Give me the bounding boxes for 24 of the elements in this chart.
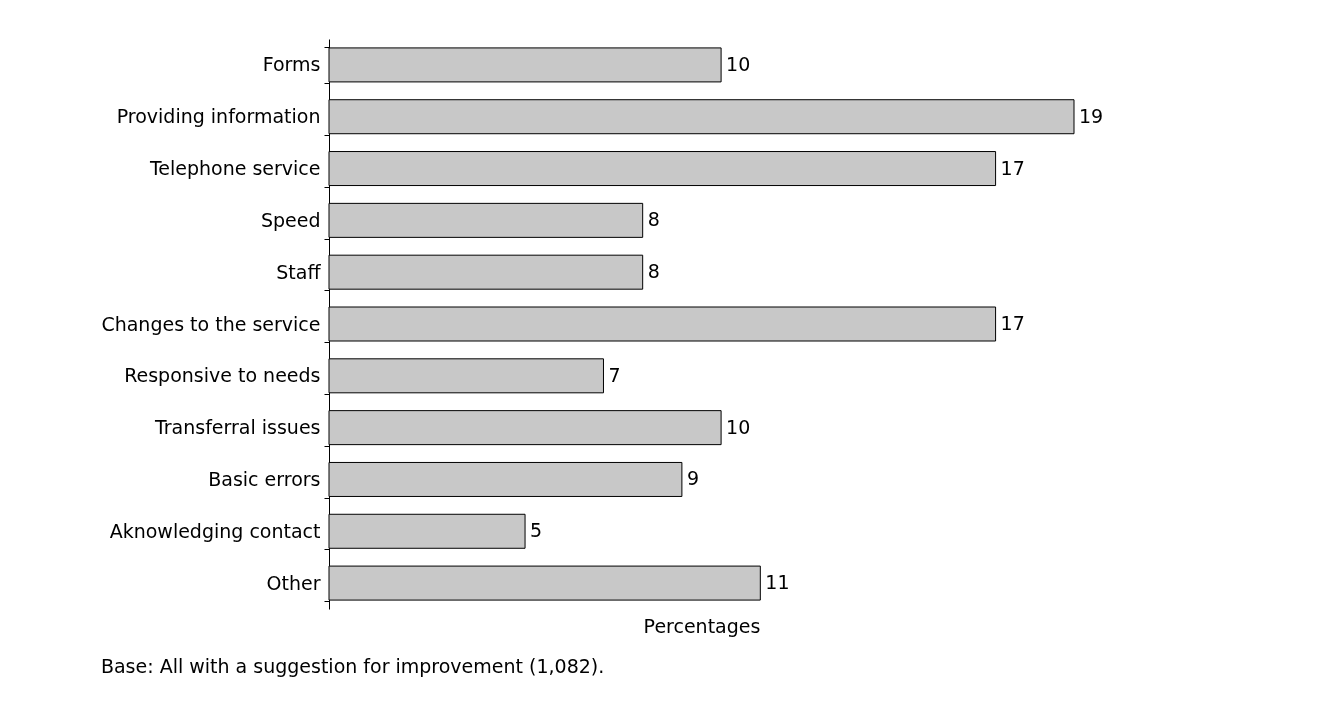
data-label: 19 [1079,104,1104,127]
y-tick-label: Staff [276,260,322,283]
data-label: 8 [647,208,660,231]
y-tick-label: Transferral issues [153,416,321,439]
data-label: 17 [1000,312,1025,334]
data-label: 17 [1000,156,1025,179]
y-tick-label: Aknowledging contact [109,519,321,542]
data-label: 8 [647,260,660,283]
y-tick-label: Responsive to needs [124,364,321,387]
y-tick-label: Basic errors [208,467,321,490]
y-tick-label: Speed [260,208,321,231]
y-tick-label: Other [266,571,321,594]
text: Base: All with a suggestion for improvement (1,082). [100,655,605,677]
data-label: 10 [726,415,751,438]
data-label: 11 [765,571,790,594]
data-label: 9 [686,467,699,490]
data-label: 7 [608,363,621,386]
x-axis-title: Percentages [643,614,761,637]
y-tick-label: Providing information [116,105,321,128]
y-tick-label: Changes to the service [101,312,321,335]
y-tick-label: Forms [262,53,321,76]
data-label: 5 [530,519,543,542]
data-label: 10 [726,52,751,75]
y-tick-label: Telephone service [148,157,321,180]
